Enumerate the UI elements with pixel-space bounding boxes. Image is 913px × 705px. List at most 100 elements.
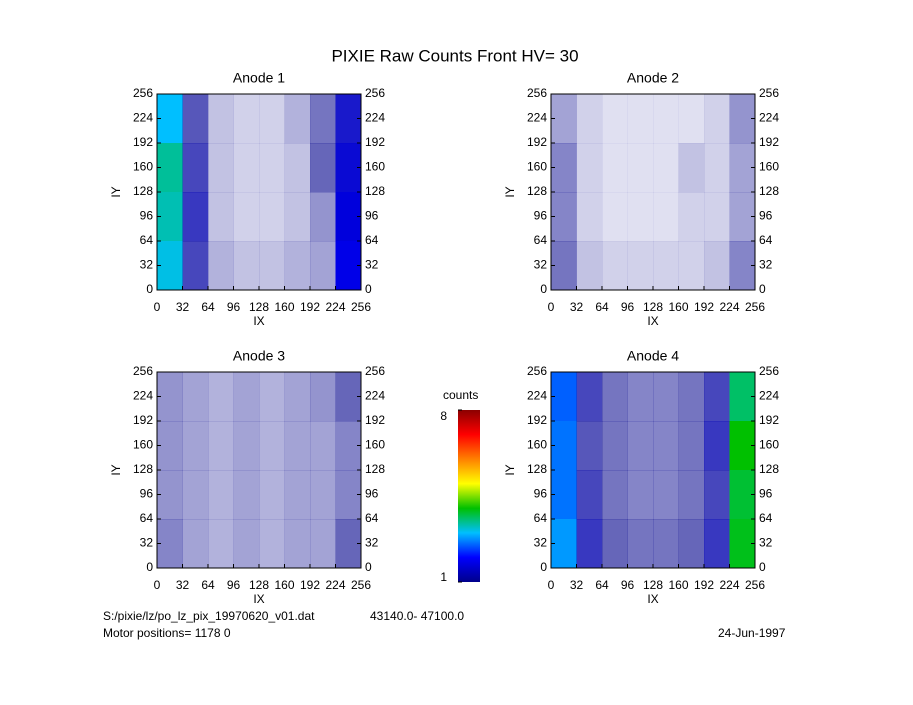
y-tick-label: 0 (540, 560, 547, 574)
heatmap-cell (576, 94, 603, 144)
heatmap-cell (182, 421, 209, 471)
heatmap-cell (551, 192, 577, 242)
y-tick-label: 160 (133, 160, 153, 174)
heatmap-cell (653, 143, 679, 193)
heatmap-cell (704, 94, 730, 144)
y-tick-label: 256 (133, 364, 153, 378)
x-tick-label: 0 (154, 300, 161, 314)
heatmap-cell (259, 192, 285, 242)
heatmap-cell (233, 192, 260, 242)
heatmap-cell (284, 421, 311, 471)
y-tick-label: 224 (527, 389, 547, 403)
y2-tick-label: 0 (759, 560, 766, 574)
heatmap-cell (310, 421, 336, 471)
heatmap-cell (259, 143, 285, 193)
heatmap-cell (602, 372, 628, 422)
x-tick-label: 256 (351, 578, 371, 592)
heatmap-cell (208, 421, 234, 471)
heatmap-cell (157, 421, 183, 471)
heatmap-cell (284, 372, 311, 422)
heatmap-cell (602, 421, 628, 471)
heatmap-cell (678, 421, 705, 471)
y-axis-label: IY (109, 186, 123, 197)
x-tick-label: 160 (274, 300, 294, 314)
y2-tick-label: 64 (365, 233, 379, 247)
panel-title: Anode 3 (233, 348, 285, 364)
heatmap-cell (259, 470, 285, 520)
heatmap-cell (678, 94, 705, 144)
y-tick-label: 256 (133, 86, 153, 100)
heatmap-cell (653, 241, 679, 291)
heatmap-cell (678, 470, 705, 520)
page-title: PIXIE Raw Counts Front HV= 30 (331, 46, 578, 65)
footer-date: 24-Jun-1997 (718, 626, 786, 640)
heatmap-cell (284, 519, 311, 569)
heatmap-cell (678, 143, 705, 193)
heatmap-cell (233, 94, 260, 144)
heatmap-cell (182, 372, 209, 422)
heatmap-cell (208, 241, 234, 291)
y2-tick-label: 160 (759, 438, 779, 452)
heatmap-cell (602, 94, 628, 144)
heatmap-cell (704, 192, 730, 242)
y2-tick-label: 0 (759, 282, 766, 296)
x-tick-label: 128 (249, 578, 269, 592)
heatmap-cell (704, 470, 730, 520)
y2-tick-label: 96 (759, 487, 773, 501)
heatmap-cell (704, 241, 730, 291)
y-tick-label: 96 (534, 487, 548, 501)
y-tick-label: 96 (140, 487, 154, 501)
y2-tick-label: 128 (759, 184, 779, 198)
y2-tick-label: 224 (365, 389, 385, 403)
heatmap-cell (576, 470, 603, 520)
heatmap-cell (653, 470, 679, 520)
heatmap-cell (576, 372, 603, 422)
x-tick-label: 192 (694, 300, 714, 314)
y2-tick-label: 192 (365, 135, 385, 149)
y-tick-label: 32 (534, 536, 548, 550)
heatmap-cell (208, 470, 234, 520)
heatmap-cell (602, 470, 628, 520)
x-axis-label: IX (647, 592, 658, 606)
panel-title: Anode 4 (627, 348, 679, 364)
heatmap-cell (602, 192, 628, 242)
y-tick-label: 160 (527, 438, 547, 452)
heatmap-cell (551, 372, 577, 422)
y-tick-label: 64 (534, 511, 548, 525)
y2-tick-label: 96 (365, 209, 379, 223)
x-axis-label: IX (253, 592, 264, 606)
y-tick-label: 96 (140, 209, 154, 223)
heatmap-cell (310, 372, 336, 422)
y-tick-label: 256 (527, 364, 547, 378)
y-tick-label: 224 (133, 389, 153, 403)
heatmap-cell (284, 192, 311, 242)
x-tick-label: 256 (351, 300, 371, 314)
heatmap-cell (627, 241, 654, 291)
heatmap-cell (233, 241, 260, 291)
y2-tick-label: 64 (759, 233, 773, 247)
y-tick-label: 64 (534, 233, 548, 247)
heatmap-cell (704, 372, 730, 422)
heatmap-cell (704, 519, 730, 569)
y-tick-label: 160 (527, 160, 547, 174)
heatmap-cell (678, 519, 705, 569)
x-tick-label: 64 (201, 300, 215, 314)
y2-tick-label: 192 (759, 413, 779, 427)
y2-tick-label: 32 (365, 258, 379, 272)
footer-motor: Motor positions= 1178 0 (103, 626, 231, 640)
y2-tick-label: 160 (759, 160, 779, 174)
heatmap-cell (182, 519, 209, 569)
y2-tick-label: 160 (365, 160, 385, 174)
heatmap-cell (310, 519, 336, 569)
y2-tick-label: 128 (365, 462, 385, 476)
heatmap-cell (284, 241, 311, 291)
x-axis-label: IX (647, 314, 658, 328)
y2-tick-label: 224 (365, 111, 385, 125)
y2-tick-label: 224 (759, 389, 779, 403)
heatmap-cell (576, 143, 603, 193)
x-tick-label: 0 (154, 578, 161, 592)
x-tick-label: 192 (694, 578, 714, 592)
y2-tick-label: 256 (365, 364, 385, 378)
y-tick-label: 64 (140, 511, 154, 525)
x-tick-label: 192 (300, 300, 320, 314)
